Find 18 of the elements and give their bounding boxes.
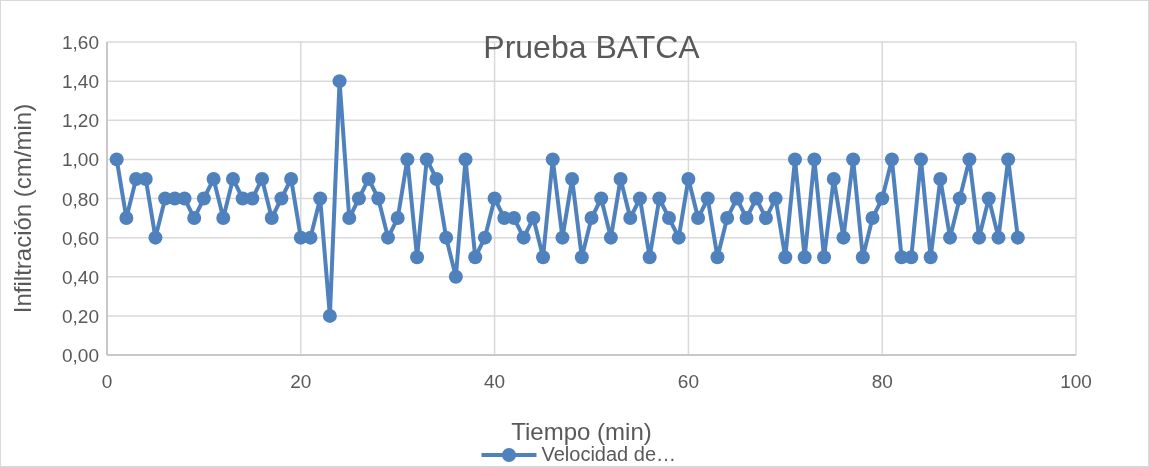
x-tick-label: 80 (871, 371, 893, 392)
x-tick-label: 60 (677, 371, 699, 392)
y-tick-label: 0,00 (62, 345, 99, 366)
y-tick-label: 0,40 (62, 266, 99, 288)
x-tick-label: 100 (1060, 371, 1092, 392)
x-axis-title: Tiempo (min) (511, 418, 652, 445)
x-tick-label: 20 (290, 371, 312, 392)
chart-title: Prueba BATCA (483, 29, 701, 65)
y-tick-label: 0,60 (62, 227, 99, 249)
y-tick-label: 1,60 (62, 32, 99, 53)
x-tick-label: 0 (101, 371, 113, 392)
y-tick-label: 1,20 (62, 110, 99, 132)
y-tick-label: 0,80 (62, 188, 99, 210)
y-axis-title: Infiltración (cm/min) (9, 103, 36, 314)
y-tick-label: 0,20 (62, 305, 99, 327)
x-tick-label: 40 (484, 371, 506, 392)
y-tick-label: 1,40 (62, 71, 99, 93)
y-tick-label: 1,00 (62, 149, 99, 171)
